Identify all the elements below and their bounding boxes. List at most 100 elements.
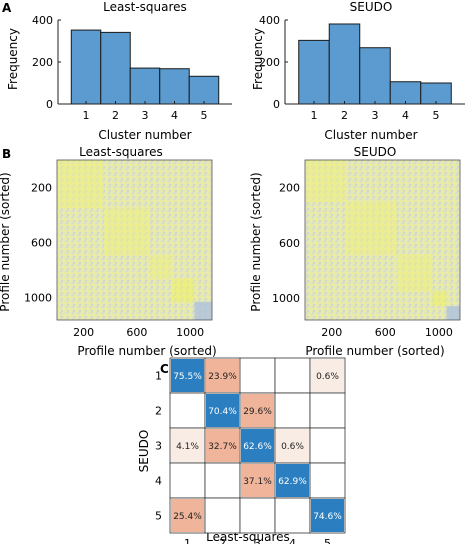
sim-ylabel: Profile number (sorted) (249, 172, 263, 311)
value-cell (311, 359, 344, 392)
y-tick-label: 2 (155, 405, 162, 418)
value-cell (206, 394, 239, 427)
cell-value-label: 4.1% (176, 442, 199, 452)
cluster-block (194, 301, 212, 320)
value-cell (171, 499, 204, 532)
x-tick-label: 4 (402, 109, 409, 122)
value-cell (276, 464, 309, 497)
hist-title: SEUDO (350, 0, 393, 14)
matrix-cell (274, 497, 311, 534)
x-tick-label: 5 (433, 109, 440, 122)
x-tick-label: 5 (200, 109, 207, 122)
cell-value-label: 37.1% (243, 477, 272, 487)
value-cell (311, 499, 344, 532)
matrix-cell (274, 392, 311, 429)
panel-label-a: A (2, 1, 12, 15)
value-cell (241, 429, 274, 462)
cell-value-label: 25.4% (173, 512, 202, 522)
cell-value-label: 75.5% (173, 372, 202, 382)
y-tick-label: 600 (279, 237, 300, 250)
x-tick-label: 5 (324, 537, 331, 544)
bar (359, 47, 391, 105)
cluster-block (396, 254, 433, 292)
matrix-cell (169, 392, 206, 429)
hist-title: Least-squares (103, 0, 187, 14)
panel-label-c: C (160, 362, 169, 376)
hist-ylabel: Frequency (6, 28, 20, 90)
sim-ylabel: Profile number (sorted) (0, 172, 12, 311)
cell-value-label: 23.9% (208, 372, 237, 382)
y-tick-label: 200 (32, 56, 53, 69)
value-cell (206, 359, 239, 392)
x-tick-label: 600 (375, 326, 396, 339)
similarity-matrix-least-squares: Least-squares Profile number (sorted) Pr… (0, 145, 217, 358)
matrix-cell (309, 462, 346, 499)
y-tick-label: 200 (259, 56, 280, 69)
x-tick-label: 2 (112, 109, 119, 122)
y-tick-label: 0 (46, 98, 53, 111)
bar (328, 23, 361, 105)
y-tick-label: 4 (155, 475, 162, 488)
conf-ylabel: SEUDO (137, 430, 151, 473)
x-tick-label: 1 (310, 109, 317, 122)
value-cell (206, 429, 239, 462)
x-tick-label: 1000 (425, 326, 453, 339)
value-cell (171, 359, 204, 392)
histogram-least-squares: Least-squares Frequency Cluster number 1… (6, 0, 232, 142)
cell-value-label: 29.6% (243, 407, 272, 417)
x-tick-label: 4 (289, 537, 296, 544)
bar (70, 29, 102, 105)
bar (100, 31, 131, 105)
histogram-seudo: SEUDO Frequency Cluster number 1 2 3 4 5 0 200… (251, 0, 465, 142)
x-tick-label: 1000 (176, 326, 204, 339)
matrix-cell (204, 462, 241, 499)
x-tick-label: 1 (83, 109, 90, 122)
bar (298, 39, 330, 105)
matrix-cell (274, 357, 311, 394)
y-tick-label: 400 (259, 14, 280, 27)
matrix-frame (304, 159, 461, 321)
cell-value-label: 0.6% (281, 442, 304, 452)
y-tick-label: 1000 (272, 292, 300, 305)
cluster-block (305, 160, 346, 202)
x-tick-label: 4 (171, 109, 178, 122)
cell-value-label: 70.4% (208, 407, 237, 417)
hist-ylabel: Frequency (251, 28, 265, 90)
matrix-cell (239, 497, 276, 534)
value-cell (241, 394, 274, 427)
cluster-block (172, 278, 195, 302)
cluster-block (446, 306, 460, 320)
hist-xlabel: Cluster number (98, 128, 191, 142)
cell-value-label: 74.6% (313, 512, 342, 522)
value-cell (276, 429, 309, 462)
matrix-cell (169, 462, 206, 499)
x-tick-label: 200 (73, 326, 94, 339)
matrix-cell (239, 357, 276, 394)
panel-label-b: B (2, 147, 11, 161)
matrix-cell (309, 392, 346, 429)
cell-value-label: 62.9% (278, 477, 307, 487)
x-tick-label: 3 (142, 109, 149, 122)
bar (159, 68, 190, 105)
bar (420, 82, 452, 105)
cluster-agreement-matrix: SEUDO Least-squares 75.5% 23.9% 0.6% 70.4% 2… (137, 357, 346, 544)
cluster-block (103, 208, 150, 256)
y-tick-label: 3 (155, 440, 162, 453)
x-tick-label: 1 (184, 537, 191, 544)
cell-value-label: 32.7% (208, 442, 237, 452)
sim-title: Least-squares (79, 145, 163, 159)
matrix-cell (204, 497, 241, 534)
x-tick-label: 600 (126, 326, 147, 339)
bar (188, 75, 220, 105)
cell-value-label: 62.6% (243, 442, 272, 452)
y-tick-label: 1 (155, 370, 162, 383)
y-tick-label: 600 (31, 236, 52, 249)
y-tick-label: 0 (273, 98, 280, 111)
conf-xlabel: Least-squares (206, 530, 290, 544)
cluster-block (345, 201, 397, 255)
y-tick-label: 5 (155, 510, 162, 523)
cluster-block (57, 160, 104, 209)
y-tick-label: 400 (32, 14, 53, 27)
x-tick-label: 3 (372, 109, 379, 122)
